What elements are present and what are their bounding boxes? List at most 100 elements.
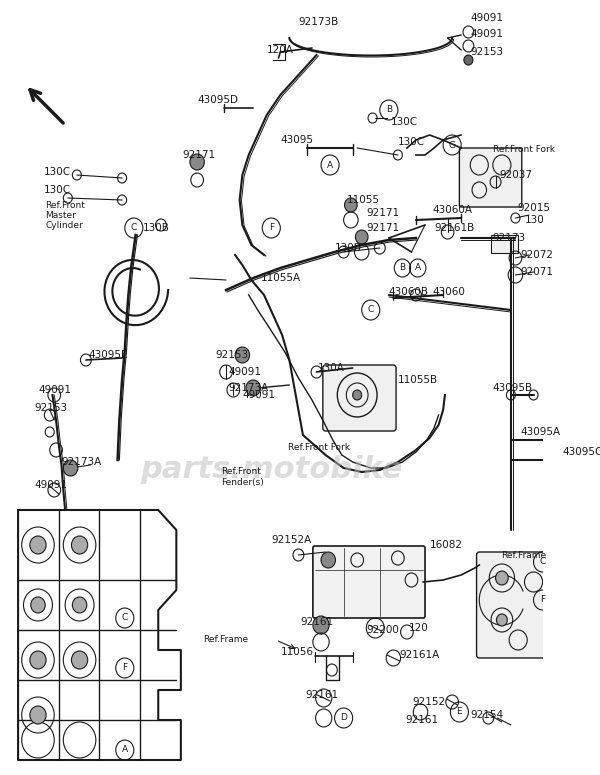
Circle shape xyxy=(313,616,329,634)
Text: C: C xyxy=(122,614,128,622)
Text: 92173A: 92173A xyxy=(228,383,268,393)
Text: 11055A: 11055A xyxy=(260,273,301,283)
Text: Ref.Frame: Ref.Frame xyxy=(501,550,546,560)
Circle shape xyxy=(30,536,46,554)
Text: 130B: 130B xyxy=(335,243,361,253)
Circle shape xyxy=(464,55,473,65)
Circle shape xyxy=(71,536,88,554)
Text: F: F xyxy=(540,595,545,604)
Text: B: B xyxy=(400,264,406,273)
Text: G: G xyxy=(449,140,455,150)
Circle shape xyxy=(190,154,205,170)
Text: C: C xyxy=(539,557,546,567)
Text: D: D xyxy=(340,714,347,722)
Circle shape xyxy=(496,614,508,626)
Text: B: B xyxy=(386,105,392,115)
Text: 43095C: 43095C xyxy=(562,447,600,457)
Text: Ref.Frame: Ref.Frame xyxy=(203,636,248,645)
Text: A: A xyxy=(415,264,421,273)
Text: 43095E: 43095E xyxy=(89,350,128,360)
Text: Ref.Front Fork: Ref.Front Fork xyxy=(493,146,555,154)
Text: 43060: 43060 xyxy=(432,287,465,297)
Text: C: C xyxy=(131,223,137,232)
Text: 92072: 92072 xyxy=(520,250,553,260)
Text: 92152A: 92152A xyxy=(271,535,311,545)
Text: 49091: 49091 xyxy=(34,480,67,490)
FancyBboxPatch shape xyxy=(313,546,425,618)
Text: C: C xyxy=(368,305,374,315)
Text: A: A xyxy=(122,746,128,755)
Text: 130C: 130C xyxy=(43,185,71,195)
Text: 92161: 92161 xyxy=(305,690,339,700)
Text: 92171: 92171 xyxy=(182,150,216,160)
Text: 92173: 92173 xyxy=(493,233,526,243)
Text: 92161: 92161 xyxy=(405,715,438,725)
Text: Master: Master xyxy=(45,211,76,219)
Text: 130A: 130A xyxy=(319,363,345,373)
Text: 49091: 49091 xyxy=(229,367,262,377)
Text: 92161A: 92161A xyxy=(400,650,440,660)
Circle shape xyxy=(246,380,260,396)
Text: 92173B: 92173B xyxy=(298,17,338,27)
Text: 43060A: 43060A xyxy=(432,205,472,215)
Circle shape xyxy=(353,390,362,400)
Text: Cylinder: Cylinder xyxy=(45,221,83,229)
Text: F: F xyxy=(269,223,274,232)
FancyBboxPatch shape xyxy=(460,148,522,207)
Bar xyxy=(491,235,518,253)
Text: A: A xyxy=(327,160,333,170)
Text: 92154: 92154 xyxy=(470,710,503,720)
Circle shape xyxy=(235,347,250,363)
Text: 120: 120 xyxy=(409,623,428,633)
Text: Fender(s): Fender(s) xyxy=(221,477,265,487)
Text: 92171: 92171 xyxy=(366,223,400,233)
Text: 43095A: 43095A xyxy=(520,427,560,437)
Text: Ref.Front: Ref.Front xyxy=(45,201,85,209)
Text: Ref.Front Fork: Ref.Front Fork xyxy=(287,443,350,453)
Text: E: E xyxy=(457,708,462,717)
Text: 16082: 16082 xyxy=(430,540,463,550)
Text: 92153: 92153 xyxy=(470,47,503,57)
Text: 130B: 130B xyxy=(143,223,170,233)
Text: 49091: 49091 xyxy=(242,390,275,400)
Text: 43095D: 43095D xyxy=(197,95,238,105)
Text: 11056: 11056 xyxy=(280,647,313,657)
Circle shape xyxy=(30,651,46,669)
Text: 130: 130 xyxy=(524,215,544,225)
Text: 92153: 92153 xyxy=(215,350,248,360)
Text: 49091: 49091 xyxy=(470,13,503,23)
Text: 92153: 92153 xyxy=(34,403,67,413)
Circle shape xyxy=(31,597,45,613)
Text: 92152: 92152 xyxy=(412,697,445,707)
Text: 43095B: 43095B xyxy=(493,383,533,393)
Text: 43095: 43095 xyxy=(280,135,313,145)
Text: 49091: 49091 xyxy=(38,385,71,395)
Text: 92037: 92037 xyxy=(499,170,532,180)
Text: 92161B: 92161B xyxy=(434,223,475,233)
Circle shape xyxy=(355,230,368,244)
Circle shape xyxy=(73,597,87,613)
Text: 130C: 130C xyxy=(43,167,71,177)
Text: 92071: 92071 xyxy=(520,267,553,277)
Circle shape xyxy=(321,552,335,568)
Text: Ref.Front: Ref.Front xyxy=(221,467,262,477)
Text: F: F xyxy=(122,663,127,673)
Text: 130C: 130C xyxy=(398,137,425,147)
Text: 11055: 11055 xyxy=(346,195,379,205)
Text: 92171: 92171 xyxy=(366,208,400,218)
Circle shape xyxy=(64,460,78,476)
Text: 92161: 92161 xyxy=(300,617,334,627)
Circle shape xyxy=(30,706,46,724)
Circle shape xyxy=(71,651,88,669)
Text: 11055B: 11055B xyxy=(398,375,438,385)
Circle shape xyxy=(344,198,357,212)
Text: 92200: 92200 xyxy=(366,625,399,635)
Text: 49091: 49091 xyxy=(470,29,503,39)
Text: 43060B: 43060B xyxy=(389,287,429,297)
Text: 120A: 120A xyxy=(267,45,293,55)
FancyBboxPatch shape xyxy=(323,365,396,431)
Text: 92015: 92015 xyxy=(517,203,550,213)
Text: 130C: 130C xyxy=(391,117,418,127)
Text: parts.motobike: parts.motobike xyxy=(140,456,403,484)
FancyBboxPatch shape xyxy=(476,552,559,658)
